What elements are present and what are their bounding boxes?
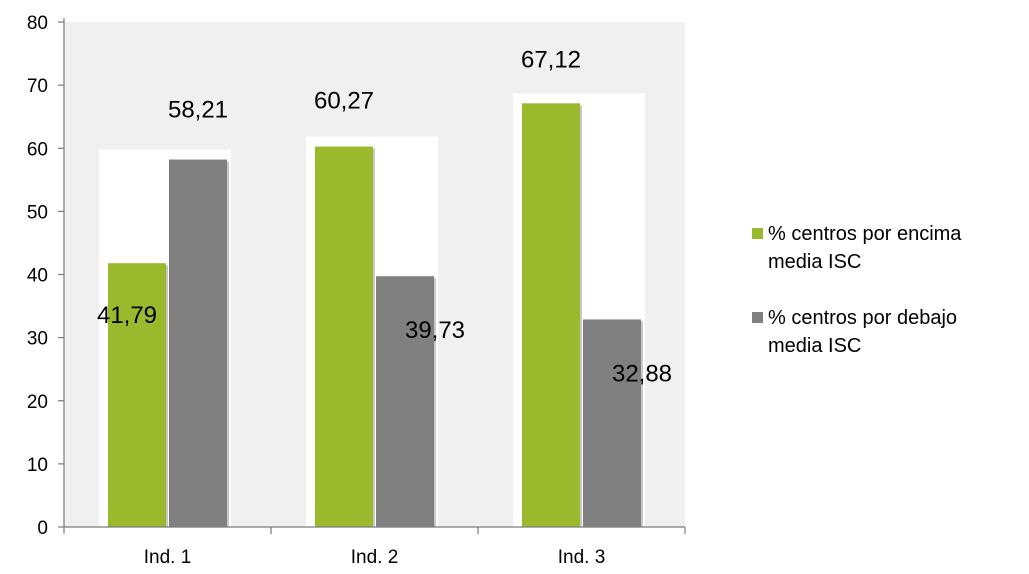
bar-s2-1 [169,159,227,527]
y-tick-label: 20 [27,392,48,413]
y-tick-label: 40 [27,266,48,287]
data-label-s1-1: 41,79 [97,302,157,329]
data-label-s2-2: 39,73 [405,317,465,344]
x-tick-label: Ind. 2 [351,547,399,568]
data-labels-layer: 41,79 58,21 60,27 39,73 67,12 32,88 [97,46,672,387]
y-tick-label: 70 [27,76,48,97]
y-tick-label: 0 [37,518,48,539]
y-tick-label: 50 [27,202,48,223]
data-label-s2-3: 32,88 [612,360,672,387]
legend-swatch-s1 [752,228,763,239]
bar-s1-1 [108,263,166,527]
y-tick-label: 30 [27,329,48,350]
x-tick-label: Ind. 1 [144,547,192,568]
bar-shadow [434,278,436,527]
bar-s2-3 [583,319,641,527]
legend-label-s2: media ISC [768,335,861,357]
x-tick-label: Ind. 3 [558,547,606,568]
legend-label-s1: media ISC [768,251,861,273]
data-label-s1-2: 60,27 [314,88,374,115]
data-label-s1-3: 67,12 [521,46,581,73]
y-tick-label: 10 [27,455,48,476]
bar-s1-2 [315,146,373,527]
legend: % centros por encima media ISC % centros p… [752,223,962,357]
bar-s2-2 [376,276,434,527]
bar-shadow [641,321,643,527]
bar-shadow [166,265,168,527]
legend-label-s2: % centros por debajo [768,307,957,329]
legend-label-s1: % centros por encima [768,223,962,245]
legend-swatch-s2 [752,312,763,323]
bar-shadow [373,148,375,527]
bars-layer [99,93,645,528]
y-tick-label: 60 [27,139,48,160]
data-label-s2-1: 58,21 [168,97,228,124]
bar-s1-3 [522,103,580,528]
axes-layer: 0 10 20 30 40 50 60 70 80 Ind. 1 Ind. 2 Ind. 3 [27,13,686,568]
y-tick-label: 80 [27,13,48,34]
bar-shadow [580,105,582,528]
bar-shadow [227,161,229,527]
